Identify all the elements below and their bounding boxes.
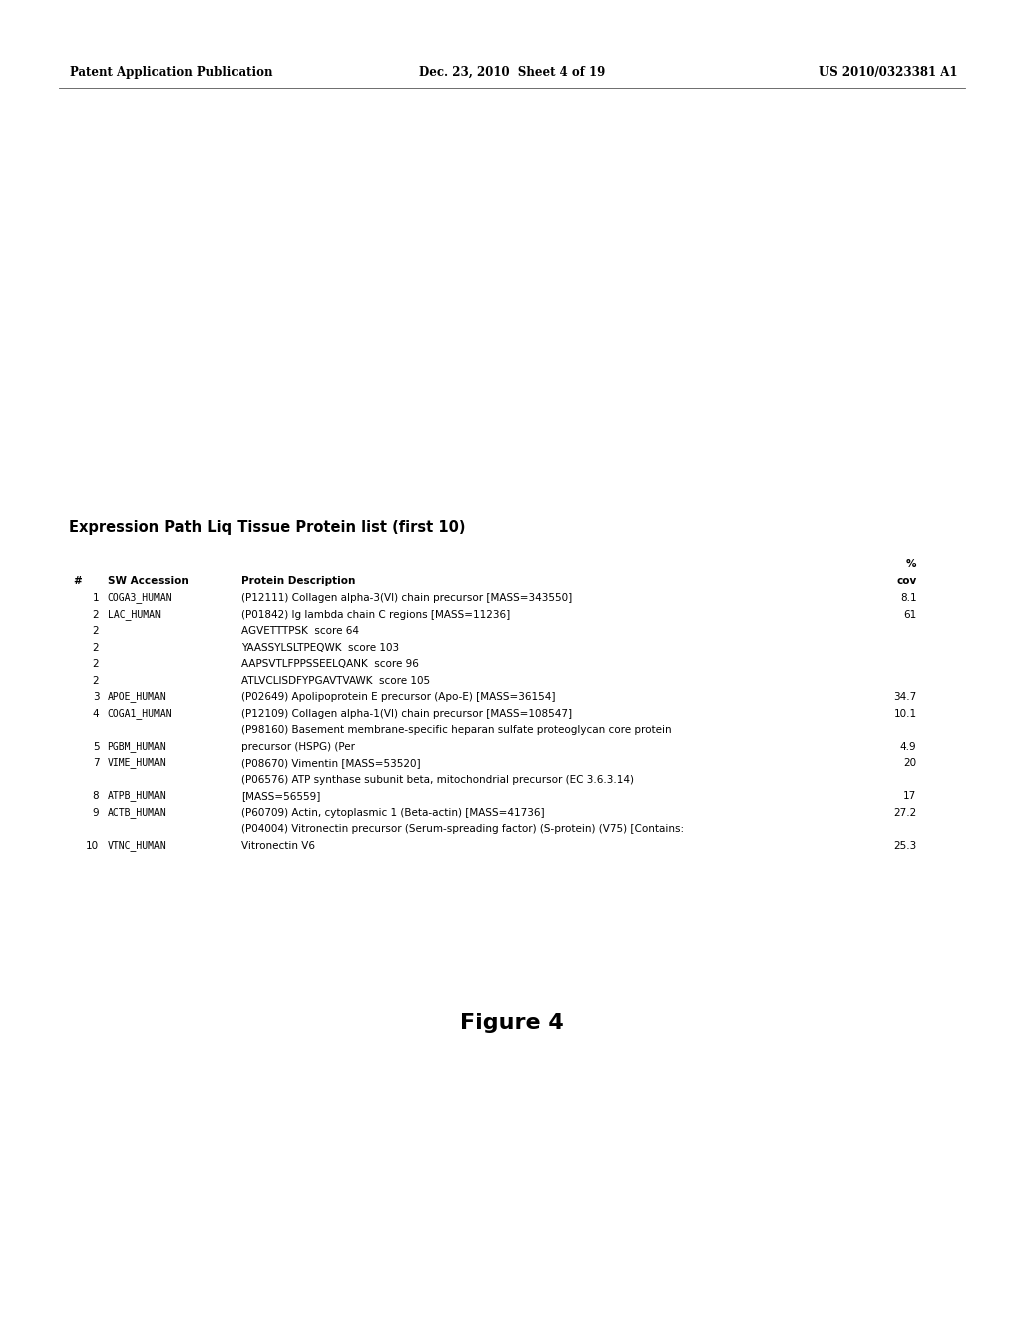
Text: 2: 2 [93,676,99,686]
Text: 2: 2 [93,643,99,653]
Text: Figure 4: Figure 4 [460,1012,564,1034]
Text: Dec. 23, 2010  Sheet 4 of 19: Dec. 23, 2010 Sheet 4 of 19 [419,66,605,79]
Text: PGBM_HUMAN: PGBM_HUMAN [108,741,166,752]
Text: 2: 2 [93,627,99,636]
Text: YAASSYLSLTPEQWK  score 103: YAASSYLSLTPEQWK score 103 [241,643,398,653]
Text: Patent Application Publication: Patent Application Publication [70,66,272,79]
Text: (P12111) Collagen alpha-3(VI) chain precursor [MASS=343550]: (P12111) Collagen alpha-3(VI) chain prec… [241,594,571,603]
Text: precursor (HSPG) (Per: precursor (HSPG) (Per [241,742,354,752]
Text: 4.9: 4.9 [900,742,916,752]
Text: (P01842) Ig lambda chain C regions [MASS=11236]: (P01842) Ig lambda chain C regions [MASS… [241,610,510,620]
Text: 2: 2 [93,610,99,620]
Text: %: % [906,558,916,569]
Text: LAC_HUMAN: LAC_HUMAN [108,609,161,620]
Text: Vitronectin V6: Vitronectin V6 [241,841,314,851]
Text: COGA3_HUMAN: COGA3_HUMAN [108,593,172,603]
Text: ATPB_HUMAN: ATPB_HUMAN [108,791,166,801]
Text: AGVETTTPSK  score 64: AGVETTTPSK score 64 [241,627,358,636]
Text: #: # [74,576,83,586]
Text: 8.1: 8.1 [900,594,916,603]
Text: 9: 9 [93,808,99,818]
Text: 5: 5 [93,742,99,752]
Text: VTNC_HUMAN: VTNC_HUMAN [108,840,166,851]
Text: 1: 1 [93,594,99,603]
Text: 34.7: 34.7 [893,693,916,702]
Text: 3: 3 [93,693,99,702]
Text: 10: 10 [86,841,99,851]
Text: Protein Description: Protein Description [241,576,355,586]
Text: COGA1_HUMAN: COGA1_HUMAN [108,708,172,719]
Text: US 2010/0323381 A1: US 2010/0323381 A1 [819,66,957,79]
Text: (P08670) Vimentin [MASS=53520]: (P08670) Vimentin [MASS=53520] [241,759,420,768]
Text: 10.1: 10.1 [893,709,916,719]
Text: 25.3: 25.3 [893,841,916,851]
Text: APOE_HUMAN: APOE_HUMAN [108,692,166,702]
Text: 7: 7 [93,759,99,768]
Text: (P12109) Collagen alpha-1(VI) chain precursor [MASS=108547]: (P12109) Collagen alpha-1(VI) chain prec… [241,709,571,719]
Text: ATLVCLISDFYPGAVTVAWK  score 105: ATLVCLISDFYPGAVTVAWK score 105 [241,676,430,686]
Text: 17: 17 [903,792,916,801]
Text: (P98160) Basement membrane-specific heparan sulfate proteoglycan core protein: (P98160) Basement membrane-specific hepa… [241,726,672,735]
Text: VIME_HUMAN: VIME_HUMAN [108,758,166,768]
Text: (P06576) ATP synthase subunit beta, mitochondrial precursor (EC 3.6.3.14): (P06576) ATP synthase subunit beta, mito… [241,775,634,785]
Text: 2: 2 [93,660,99,669]
Text: 27.2: 27.2 [893,808,916,818]
Text: 8: 8 [93,792,99,801]
Text: AAPSVTLFPPSSEELQANK  score 96: AAPSVTLFPPSSEELQANK score 96 [241,660,419,669]
Text: 20: 20 [903,759,916,768]
Text: (P04004) Vitronectin precursor (Serum-spreading factor) (S-protein) (V75) [Conta: (P04004) Vitronectin precursor (Serum-sp… [241,825,684,834]
Text: ACTB_HUMAN: ACTB_HUMAN [108,807,166,818]
Text: SW Accession: SW Accession [108,576,188,586]
Text: 61: 61 [903,610,916,620]
Text: cov: cov [896,576,916,586]
Text: 4: 4 [93,709,99,719]
Text: [MASS=56559]: [MASS=56559] [241,792,321,801]
Text: (P60709) Actin, cytoplasmic 1 (Beta-actin) [MASS=41736]: (P60709) Actin, cytoplasmic 1 (Beta-acti… [241,808,545,818]
Text: Expression Path Liq Tissue Protein list (first 10): Expression Path Liq Tissue Protein list … [69,520,465,535]
Text: (P02649) Apolipoprotein E precursor (Apo-E) [MASS=36154]: (P02649) Apolipoprotein E precursor (Apo… [241,693,555,702]
